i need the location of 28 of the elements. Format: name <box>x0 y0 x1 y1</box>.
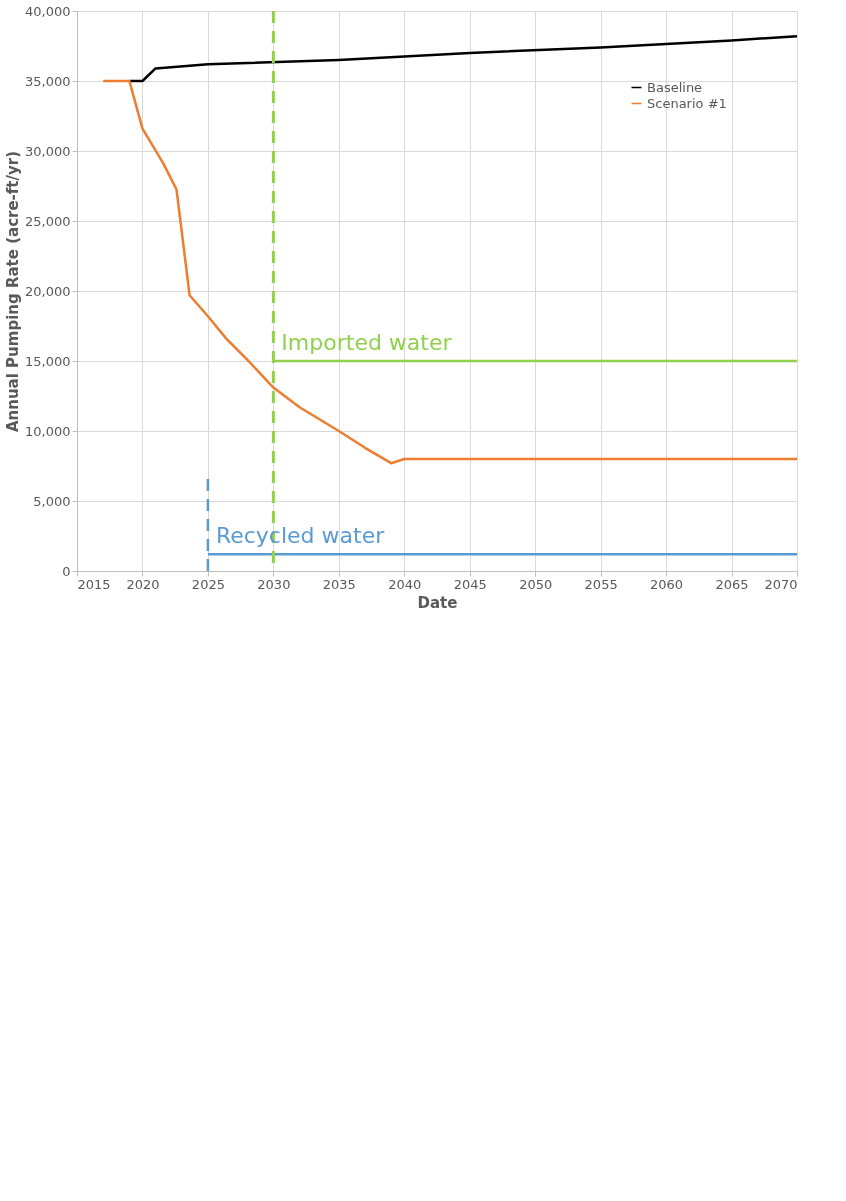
legend-label: Scenario #1 <box>647 95 727 111</box>
y-tick-label: 25,000 <box>25 213 71 229</box>
x-tick-label: 2060 <box>650 576 684 592</box>
x-tick-label: 2015 <box>77 576 111 592</box>
line-series <box>101 79 799 465</box>
legend-label: Baseline <box>647 79 703 95</box>
y-tick-label: 20,000 <box>25 283 71 299</box>
y-tick-label: 35,000 <box>25 73 71 89</box>
x-tick-label: 2030 <box>257 576 291 592</box>
x-axis-title: Date <box>417 593 458 612</box>
x-tick-label: 2025 <box>191 576 225 592</box>
x-tick-label: 2045 <box>453 576 487 592</box>
y-tick-label: 10,000 <box>25 423 71 439</box>
x-tick-label: 2050 <box>519 576 553 592</box>
x-tick-label: 2070 <box>764 576 798 592</box>
annotation: Imported water <box>281 330 453 355</box>
y-tick-label: 40,000 <box>25 3 71 19</box>
x-tick-label: 2055 <box>584 576 618 592</box>
y-tick-label: 0 <box>62 563 71 579</box>
y-tick-label: 30,000 <box>25 143 71 159</box>
y-tick-label: 5,000 <box>33 493 71 509</box>
x-tick-label: 2020 <box>126 576 160 592</box>
y-tick-label: 15,000 <box>25 353 71 369</box>
x-tick-label: 2035 <box>322 576 356 592</box>
x-tick-label: 2040 <box>388 576 422 592</box>
line-series <box>128 34 799 83</box>
y-axis-title: Annual Pumping Rate (acre-ft/yr) <box>4 150 23 433</box>
x-tick-label: 2065 <box>715 576 749 592</box>
